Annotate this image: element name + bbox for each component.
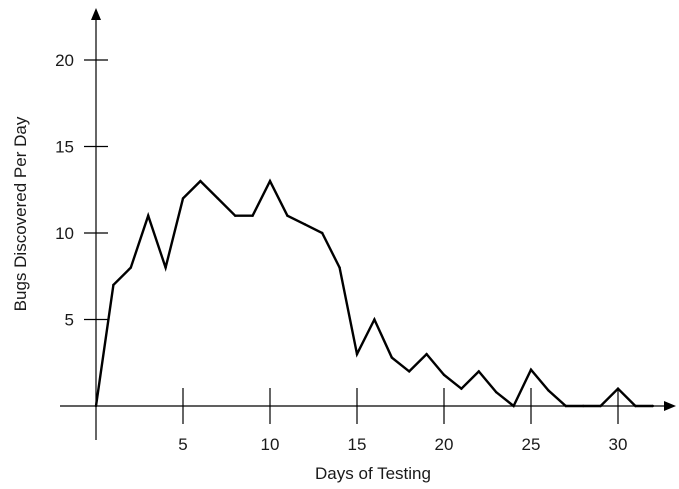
- data-point: [112, 283, 115, 287]
- data-point: [582, 404, 585, 408]
- x-tick-label: 10: [261, 435, 280, 454]
- data-point: [321, 231, 324, 235]
- y-axis-title: Bugs Discovered Per Day: [11, 116, 30, 311]
- data-point: [460, 387, 463, 390]
- data-point: [164, 266, 167, 269]
- x-tick-label: 15: [348, 435, 367, 454]
- data-point: [147, 214, 150, 217]
- data-point: [234, 214, 237, 217]
- data-point: [547, 389, 550, 392]
- data-point: [477, 370, 480, 373]
- data-point: [129, 266, 132, 269]
- data-point: [495, 390, 498, 394]
- data-point: [251, 214, 254, 217]
- x-tick-label: 30: [609, 435, 628, 454]
- data-point: [355, 352, 359, 356]
- y-tick-label: 20: [55, 51, 74, 70]
- data-point: [651, 404, 654, 408]
- data-point: [338, 266, 341, 269]
- data-point: [564, 404, 567, 408]
- x-axis-arrowhead: [664, 401, 676, 411]
- x-tick-label: 25: [522, 435, 541, 454]
- data-point: [181, 197, 185, 200]
- y-axis-arrowhead: [91, 8, 101, 20]
- data-point: [634, 404, 637, 408]
- data-point: [303, 223, 306, 226]
- x-tick-label: 20: [435, 435, 454, 454]
- data-point: [599, 404, 602, 408]
- x-ticks: 5 10 15 20 25 30: [178, 388, 627, 454]
- series-line: [94, 178, 653, 408]
- y-tick-label: 10: [55, 224, 74, 243]
- data-point: [286, 214, 289, 217]
- y-ticks: 5 10 15 20: [55, 51, 108, 330]
- data-point: [199, 179, 202, 183]
- data-point: [390, 356, 393, 359]
- y-axis: [91, 8, 101, 440]
- data-point: [94, 404, 98, 408]
- series-group: [94, 178, 654, 408]
- y-tick-label: 15: [55, 138, 74, 157]
- x-tick-label: 5: [178, 435, 187, 454]
- data-point: [216, 197, 219, 200]
- data-point: [408, 370, 411, 373]
- data-point: [442, 373, 446, 377]
- data-point: [373, 318, 376, 321]
- data-point: [268, 179, 272, 183]
- y-tick-label: 5: [65, 311, 74, 330]
- x-axis-title: Days of Testing: [315, 464, 431, 483]
- data-point: [512, 404, 515, 408]
- data-point: [529, 368, 533, 371]
- data-point: [616, 387, 620, 390]
- data-point: [425, 352, 428, 356]
